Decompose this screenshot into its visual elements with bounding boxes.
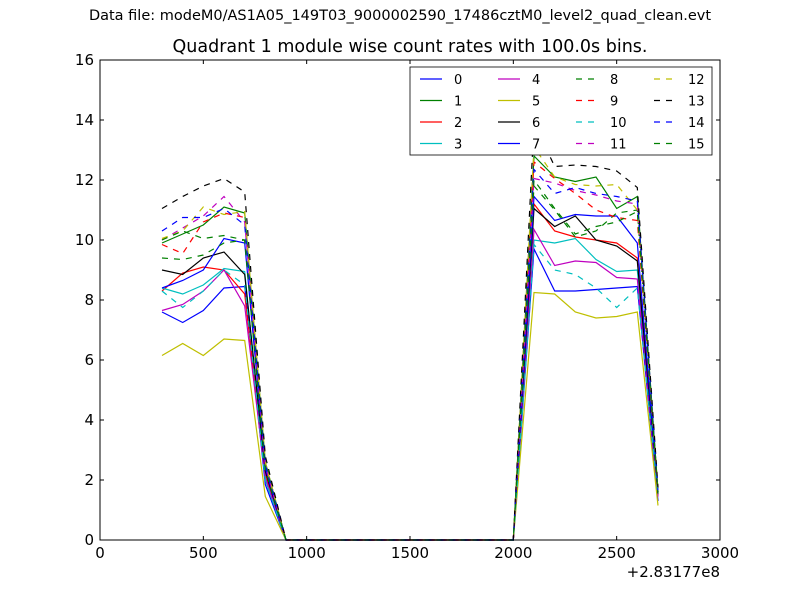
y-tick-label: 14 bbox=[75, 111, 94, 129]
legend-label-10: 10 bbox=[610, 116, 627, 131]
legend-label-2: 2 bbox=[454, 116, 462, 131]
chart-title: Quadrant 1 module wise count rates with … bbox=[172, 37, 648, 57]
y-tick-label: 2 bbox=[84, 471, 94, 489]
x-tick-label: 2000 bbox=[494, 544, 532, 562]
x-tick-label: 1000 bbox=[288, 544, 326, 562]
x-tick-label: 3000 bbox=[701, 544, 739, 562]
y-tick-label: 0 bbox=[84, 531, 94, 549]
series-line-12 bbox=[161, 145, 659, 541]
series-line-11 bbox=[161, 177, 659, 541]
y-tick-label: 8 bbox=[84, 291, 94, 309]
x-tick-label: 2500 bbox=[598, 544, 636, 562]
x-tick-label: 0 bbox=[95, 544, 105, 562]
legend-label-12: 12 bbox=[688, 73, 705, 88]
x-tick-label: 500 bbox=[189, 544, 218, 562]
y-tick-label: 6 bbox=[84, 351, 94, 369]
series-line-6 bbox=[161, 207, 659, 541]
legend-label-8: 8 bbox=[610, 73, 618, 88]
series-line-4 bbox=[161, 227, 659, 541]
y-tick-label: 16 bbox=[75, 51, 94, 69]
legend-label-6: 6 bbox=[532, 116, 540, 131]
series-line-15 bbox=[161, 178, 659, 541]
x-tick-label: 1500 bbox=[391, 544, 429, 562]
series-group bbox=[161, 122, 659, 541]
x-offset-label: +2.83177e8 bbox=[627, 563, 720, 581]
y-tick-label: 12 bbox=[75, 171, 94, 189]
series-line-1 bbox=[161, 154, 659, 541]
legend-label-5: 5 bbox=[532, 95, 540, 110]
legend-box bbox=[409, 66, 713, 156]
y-tick-label: 10 bbox=[75, 231, 94, 249]
legend-label-7: 7 bbox=[532, 138, 540, 153]
series-line-5 bbox=[161, 291, 659, 541]
legend-label-1: 1 bbox=[454, 95, 462, 110]
series-line-9 bbox=[161, 160, 659, 541]
series-line-2 bbox=[161, 202, 659, 541]
figure-suptitle: Data file: modeM0/AS1A05_149T03_90000025… bbox=[88, 8, 712, 24]
legend-label-3: 3 bbox=[454, 138, 462, 153]
series-line-8 bbox=[161, 184, 659, 541]
series-line-10 bbox=[161, 242, 659, 541]
legend-label-4: 4 bbox=[532, 73, 540, 88]
legend-label-15: 15 bbox=[688, 138, 705, 153]
y-tick-label: 4 bbox=[84, 411, 94, 429]
legend-label-9: 9 bbox=[610, 95, 618, 110]
legend-label-14: 14 bbox=[688, 116, 705, 131]
series-line-7 bbox=[161, 194, 659, 541]
legend-label-13: 13 bbox=[688, 95, 705, 110]
legend-label-11: 11 bbox=[610, 138, 627, 153]
legend-label-0: 0 bbox=[454, 73, 462, 88]
